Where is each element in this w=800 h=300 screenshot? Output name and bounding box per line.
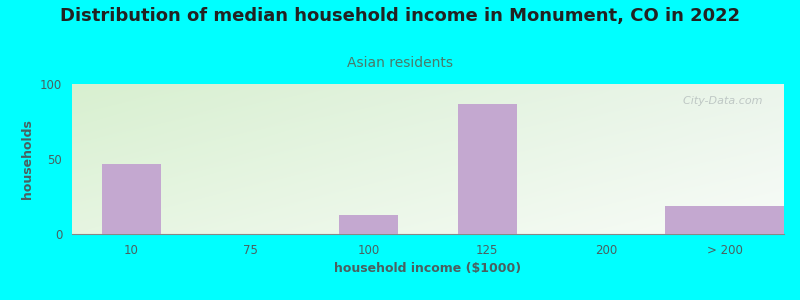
Bar [339,214,398,234]
Text: Distribution of median household income in Monument, CO in 2022: Distribution of median household income … [60,8,740,26]
Bar [102,164,161,234]
Text: City-Data.com: City-Data.com [676,96,762,106]
Bar [458,103,517,234]
Bar [666,206,784,234]
X-axis label: household income ($1000): household income ($1000) [334,262,522,275]
Y-axis label: households: households [22,119,34,199]
Text: Asian residents: Asian residents [347,56,453,70]
